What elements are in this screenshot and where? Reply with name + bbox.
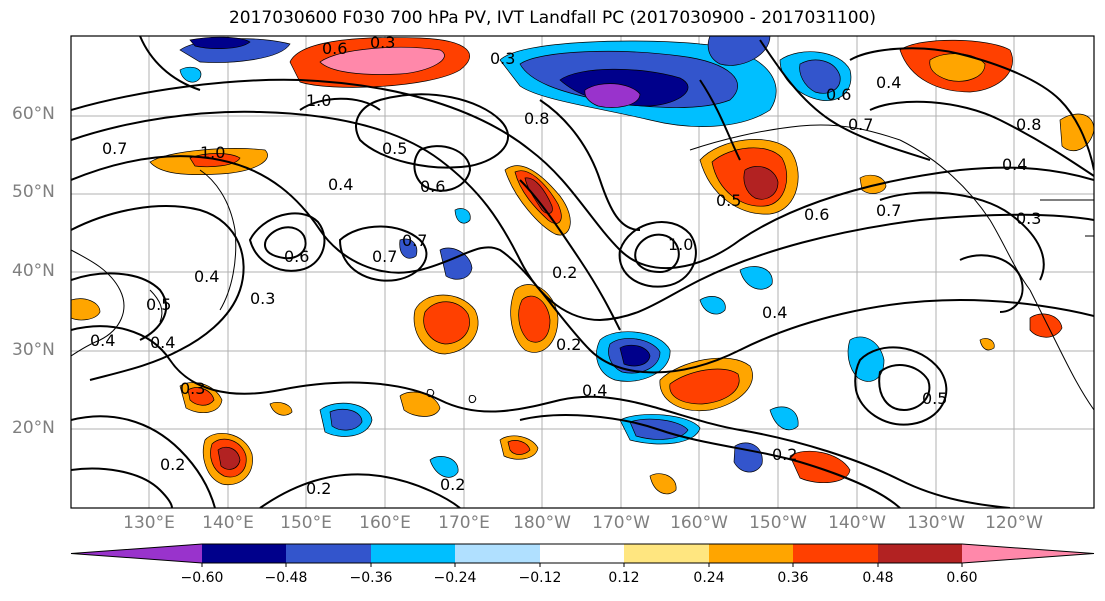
contour-label: 0.4 — [90, 331, 115, 350]
contour-label: 0.3 — [250, 289, 275, 308]
contour-label: 0.4 — [150, 333, 175, 352]
contour-label: 1.0 — [200, 143, 225, 162]
coastlines — [71, 124, 1094, 411]
contour-label: 0.6 — [826, 85, 851, 104]
contour-label: 0.7 — [876, 201, 901, 220]
colorbar-tick: −0.24 — [433, 570, 477, 586]
contour-label: 0.7 — [848, 115, 873, 134]
lat-label-50n: 50°N — [12, 182, 55, 202]
contour-label: 0.7 — [402, 231, 427, 250]
lon-label-130w: 130°W — [907, 513, 965, 533]
contour-label: 0.5 — [716, 191, 741, 210]
contour-label: 1.0 — [668, 235, 693, 254]
lat-label-40n: 40°N — [12, 261, 55, 281]
lon-label-160e: 160°E — [359, 513, 411, 533]
contour-label: 0.4 — [762, 303, 787, 322]
contour-label: 0.4 — [876, 73, 901, 92]
contour-label: 0.7 — [102, 139, 127, 158]
colorbar-tick: 0.24 — [693, 570, 725, 586]
contour-label: 0.2 — [772, 445, 797, 464]
lon-label-160w: 160°W — [670, 513, 728, 533]
contour-label: 0.5 — [146, 295, 171, 314]
contour-label: 0.3 — [1016, 209, 1041, 228]
colorbar-tick: −0.48 — [264, 570, 308, 586]
colorbar-tick: −0.36 — [349, 570, 393, 586]
lon-label-130e: 130°E — [123, 513, 175, 533]
lon-label-170w: 170°W — [592, 513, 650, 533]
contour-label: 0.2 — [306, 479, 331, 498]
lon-label-170e: 170°E — [438, 513, 490, 533]
map-frame — [70, 35, 1095, 509]
lon-label-180w: 180°W — [513, 513, 571, 533]
contour-labels: 0.6 0.3 0.3 1.0 0.7 1.0 0.5 0.4 0.6 0.7 … — [90, 33, 1041, 498]
contour-label: 0.2 — [556, 335, 581, 354]
contour-label: 0.3 — [370, 33, 395, 52]
contour-label: 0.2 — [160, 455, 185, 474]
lat-label-30n: 30°N — [12, 340, 55, 360]
lon-label-140e: 140°E — [202, 513, 254, 533]
contour-label: 0.4 — [194, 267, 219, 286]
contour-label: 0.6 — [420, 177, 445, 196]
colorbar-tick: 0.48 — [862, 570, 894, 586]
map-title: 2017030600 F030 700 hPa PV, IVT Landfall… — [228, 8, 876, 28]
contour-label: 0.8 — [1016, 115, 1041, 134]
contour-label: 0.6 — [804, 205, 829, 224]
contour-label: 0.7 — [372, 247, 397, 266]
lat-label-60n: 60°N — [12, 104, 55, 124]
lon-label-120w: 120°W — [985, 513, 1043, 533]
colorbar-tick: −0.12 — [518, 570, 562, 586]
contour-label: 1.0 — [306, 91, 331, 110]
lon-label-140w: 140°W — [828, 513, 886, 533]
contour-label: 0.3 — [490, 49, 515, 68]
colorbar-tick: 0.36 — [777, 570, 809, 586]
contour-label: 0.5 — [382, 139, 407, 158]
contour-label: 0.4 — [328, 175, 353, 194]
contour-label: 0.6 — [322, 39, 347, 58]
contour-label: 0.6 — [284, 247, 309, 266]
lat-label-20n: 20°N — [12, 418, 55, 438]
contour-label: 0.2 — [440, 475, 465, 494]
contour-label: 0.3 — [180, 379, 205, 398]
contour-label: 0.5 — [922, 389, 947, 408]
contour-label: 0.8 — [524, 109, 549, 128]
colorbar-tick: −0.60 — [180, 570, 224, 586]
lon-label-150e: 150°E — [280, 513, 332, 533]
pv-contours — [71, 36, 1094, 508]
contour-label: 0.2 — [552, 263, 577, 282]
contour-label: 0.4 — [1002, 155, 1027, 174]
contour-label: 0.4 — [582, 381, 607, 400]
lon-label-150w: 150°W — [749, 513, 807, 533]
colorbar-tick: 0.60 — [946, 570, 978, 586]
colorbar-tick: 0.12 — [608, 570, 640, 586]
